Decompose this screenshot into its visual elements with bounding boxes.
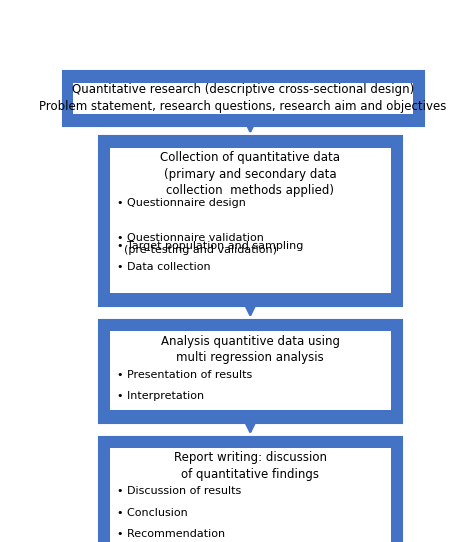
Bar <box>110 147 391 293</box>
Text: • Presentation of results: • Presentation of results <box>117 370 253 379</box>
Text: Report writing: discussion
of quantitative findings: Report writing: discussion of quantitati… <box>174 451 327 481</box>
Text: • Questionnaire design: • Questionnaire design <box>117 198 246 208</box>
Bar <box>110 448 391 542</box>
Bar <box>73 83 413 114</box>
Bar <box>110 331 391 410</box>
Text: • Target population and sampling: • Target population and sampling <box>117 241 304 250</box>
Bar <box>103 324 397 418</box>
Bar <box>103 140 397 301</box>
Text: Analysis quantitive data using
multi regression analysis: Analysis quantitive data using multi reg… <box>161 334 340 364</box>
Text: • Discussion of results: • Discussion of results <box>117 487 242 496</box>
Text: Collection of quantitative data
(primary and secondary data
collection  methods : Collection of quantitative data (primary… <box>160 151 340 197</box>
Text: • Conclusion: • Conclusion <box>117 508 188 518</box>
Text: • Recommendation: • Recommendation <box>117 529 226 539</box>
Text: • Interpretation: • Interpretation <box>117 391 204 401</box>
Text: Quantitative research (descriptive cross-sectional design)
Problem statement, re: Quantitative research (descriptive cross… <box>39 83 447 113</box>
Bar <box>66 75 419 121</box>
Bar <box>103 441 397 542</box>
Text: • Questionnaire validation
  (pre-testing and validation): • Questionnaire validation (pre-testing … <box>117 233 277 255</box>
Text: • Data collection: • Data collection <box>117 262 211 272</box>
